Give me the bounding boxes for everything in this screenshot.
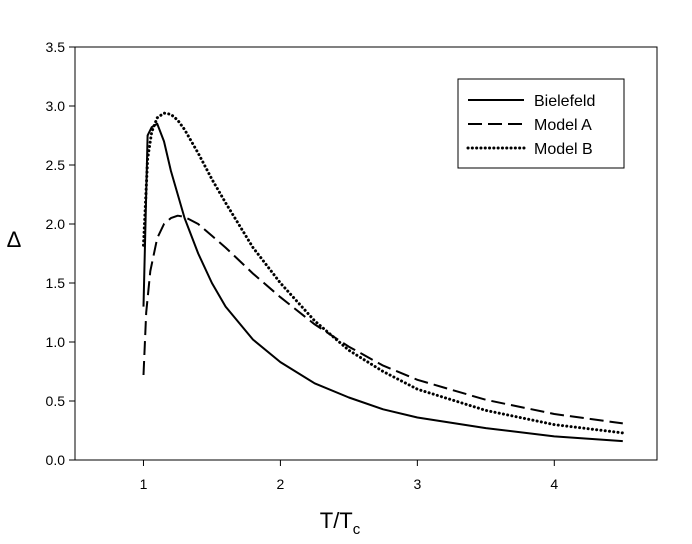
- y-tick-label: 0.0: [46, 452, 66, 468]
- y-tick-label: 2.0: [46, 216, 66, 232]
- series-line-model-b: [142, 111, 625, 435]
- x-tick-label: 2: [277, 476, 285, 492]
- y-tick-label: 1.0: [46, 334, 66, 350]
- x-axis-label-main: T/T: [320, 508, 353, 533]
- x-tick-label: 4: [550, 476, 558, 492]
- x-tick-label: 1: [140, 476, 148, 492]
- legend-label-bielefeld: Bielefeld: [534, 93, 595, 110]
- y-tick-label: 3.5: [46, 39, 66, 55]
- y-tick-label: 2.5: [46, 157, 66, 173]
- y-tick-label: 0.5: [46, 393, 66, 409]
- legend-label-model-a: Model A: [534, 117, 592, 134]
- x-axis-label-subscript: c: [353, 521, 361, 538]
- y-tick-label: 1.5: [46, 275, 66, 291]
- y-tick-label: 3.0: [46, 98, 66, 114]
- y-axis-label: Δ: [7, 227, 22, 252]
- x-axis-label: T/Tc: [320, 508, 361, 538]
- x-tick-label: 3: [413, 476, 421, 492]
- legend: Bielefeld Model A Model B: [457, 78, 625, 169]
- series-line-model-a: [142, 214, 623, 425]
- plot-frame: [74, 46, 658, 461]
- legend-label-model-b: Model B: [534, 141, 593, 158]
- legend-box: [457, 78, 625, 169]
- series-line-bielefeld: [142, 122, 623, 443]
